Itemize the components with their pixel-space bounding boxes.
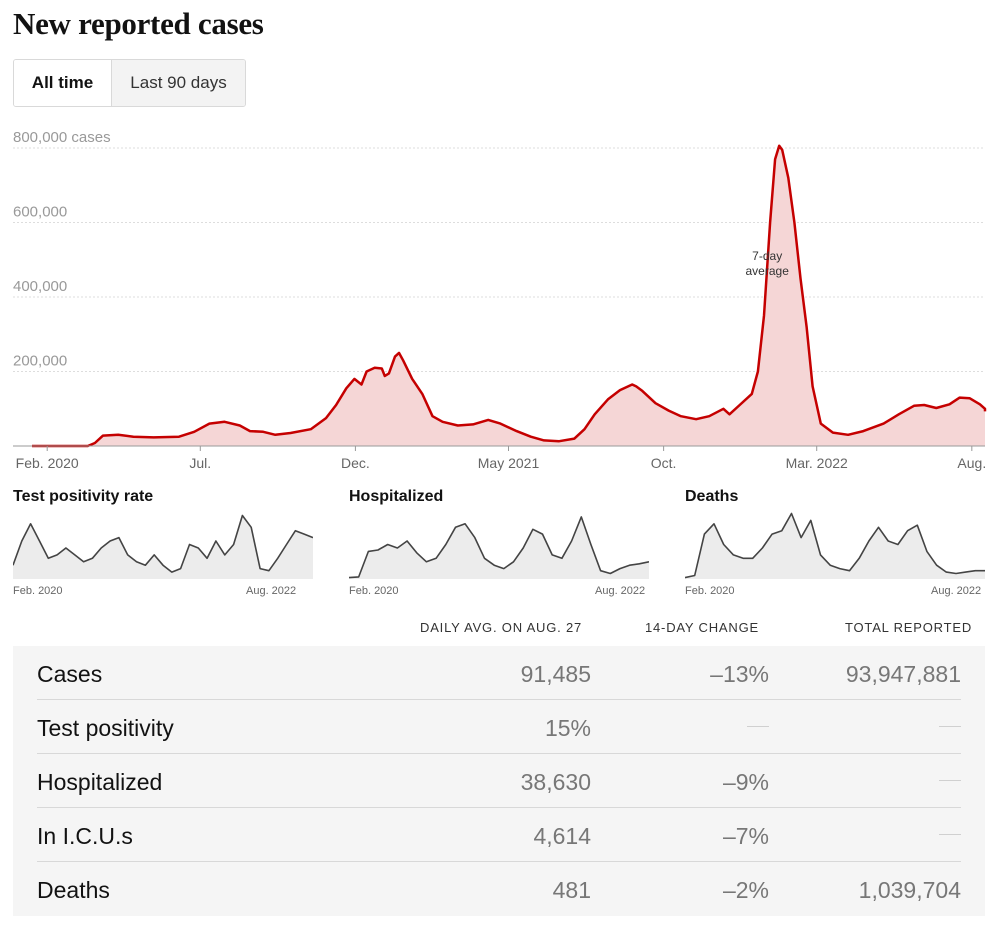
table-row-deaths: Deaths 481 –2% 1,039,704 xyxy=(37,862,961,916)
x-tick-label: Dec. xyxy=(341,455,370,471)
row-daily-value: 4,614 xyxy=(533,823,591,849)
row-total-empty-dash xyxy=(939,834,961,835)
y-tick-label: 200,000 xyxy=(13,353,67,370)
mini-chart-end-label: Aug. 2022 xyxy=(595,585,646,597)
row-change-value: –2% xyxy=(722,877,769,903)
row-change-value: –7% xyxy=(722,823,769,849)
x-tick-label: Aug. xyxy=(957,455,986,471)
table-row-icus: In I.C.U.s 4,614 –7% xyxy=(37,808,961,862)
row-total-value: 93,947,881 xyxy=(845,661,961,687)
row-metric: Test positivity xyxy=(37,715,174,741)
table-row-test-positivity: Test positivity 15% xyxy=(37,700,961,754)
mini-chart-hospitalized: Hospitalized Feb. 2020 Aug. 2022 xyxy=(349,482,655,602)
row-metric: Deaths xyxy=(37,877,110,903)
all-time-button[interactable]: All time xyxy=(14,60,112,106)
mini-area-fill xyxy=(349,516,649,579)
mini-area-fill xyxy=(685,513,985,579)
mini-chart-title: Test positivity rate xyxy=(13,488,154,505)
mini-chart-end-label: Aug. 2022 xyxy=(931,585,982,597)
mini-chart-deaths: Deaths Feb. 2020 Aug. 2022 xyxy=(685,482,991,602)
mini-area-fill xyxy=(13,515,313,579)
mini-chart-test-positivity: Test positivity rate Feb. 2020 Aug. 2022 xyxy=(13,482,319,602)
mini-series-line xyxy=(349,516,649,579)
row-change-value: –13% xyxy=(710,661,769,687)
y-tick-label: 800,000 cases xyxy=(13,129,111,146)
x-tick-label: Feb. 2020 xyxy=(16,455,79,471)
x-tick-label: Jul. xyxy=(189,455,211,471)
table-row-cases: Cases 91,485 –13% 93,947,881 xyxy=(37,646,961,700)
mini-chart-start-label: Feb. 2020 xyxy=(13,585,63,597)
x-tick-label: Mar. 2022 xyxy=(786,455,848,471)
mini-chart-end-label: Aug. 2022 xyxy=(246,585,297,597)
row-daily-value: 91,485 xyxy=(520,661,591,687)
row-total-empty-dash xyxy=(939,726,961,727)
row-metric: Hospitalized xyxy=(37,769,163,795)
row-change-empty-dash xyxy=(747,726,769,727)
row-change-value: –9% xyxy=(722,769,769,795)
mini-chart-title: Hospitalized xyxy=(349,488,444,505)
row-daily-value: 38,630 xyxy=(520,769,591,795)
annotation-7-day: 7-day xyxy=(752,249,782,263)
stats-table: Cases 91,485 –13% 93,947,881 Test positi… xyxy=(13,646,985,916)
row-total-empty-dash xyxy=(939,780,961,781)
cases-chart: 200,000 400,000 600,000 800,000 cases Feb. 2… xyxy=(13,129,987,471)
last-90-days-button[interactable]: Last 90 days xyxy=(112,60,245,106)
column-header-daily-avg: DAILY AVG. ON AUG. 27 xyxy=(420,620,583,635)
page-title: New reported cases xyxy=(13,6,264,41)
row-metric: In I.C.U.s xyxy=(37,823,133,849)
row-daily-value: 15% xyxy=(544,715,591,741)
mini-chart-plot xyxy=(349,516,649,579)
row-metric: Cases xyxy=(37,661,103,687)
row-total-value: 1,039,704 xyxy=(858,877,961,903)
mini-chart-start-label: Feb. 2020 xyxy=(685,585,735,597)
mini-chart-title: Deaths xyxy=(685,488,739,505)
table-row-hospitalized: Hospitalized 38,630 –9% xyxy=(37,754,961,808)
y-tick-label: 600,000 xyxy=(13,204,67,221)
mini-chart-plot xyxy=(685,512,985,579)
x-tick-label: Oct. xyxy=(651,455,677,471)
mini-chart-start-label: Feb. 2020 xyxy=(349,585,399,597)
mini-series-line xyxy=(13,514,313,573)
mini-chart-plot xyxy=(13,514,313,579)
time-range-toggle[interactable]: All time Last 90 days xyxy=(13,59,246,107)
row-daily-value: 481 xyxy=(552,877,591,903)
y-tick-label: 400,000 xyxy=(13,278,67,295)
column-header-total-reported: TOTAL REPORTED xyxy=(845,620,973,635)
column-header-14-day-change: 14-DAY CHANGE xyxy=(645,620,759,635)
mini-series-line xyxy=(685,512,985,579)
cases-area-fill xyxy=(32,145,985,447)
cases-series-line xyxy=(32,144,987,448)
x-tick-label: May 2021 xyxy=(478,455,540,471)
annotation-average: average xyxy=(746,264,790,278)
